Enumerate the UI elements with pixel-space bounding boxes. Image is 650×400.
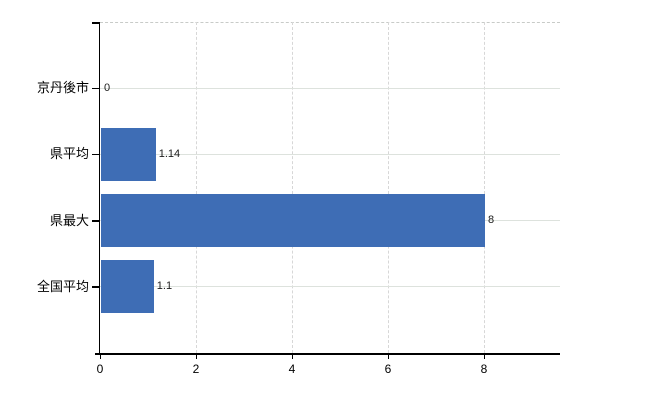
x-axis-tick [99,353,101,359]
value-label: 8 [488,214,495,227]
category-label: 県最大 [49,212,89,228]
x-axis-tick [483,353,485,359]
category-tick [92,286,99,288]
category-tick [92,87,99,90]
value-label: 1.1 [156,280,173,293]
category-label: 全国平均 [36,278,89,294]
x-axis-tick [291,353,293,359]
x-axis-line [95,353,560,355]
vertical-gridline [484,22,485,353]
y-axis-line [98,22,100,353]
x-tick-label: 0 [96,362,104,376]
vertical-gridline [196,22,197,353]
horizontal-gridline [100,87,560,89]
category-label: 県平均 [49,146,89,162]
horizontal-gridline [100,153,560,155]
vertical-gridline [388,22,389,353]
x-tick-label: 6 [384,362,392,376]
x-tick-label: 2 [192,362,200,376]
y-axis-top-tick [92,22,99,24]
value-label: 0 [104,81,111,94]
vertical-gridline [292,22,293,353]
chart-bar [101,127,156,181]
chart-bar [101,260,154,314]
plot-area [100,22,560,354]
value-label: 1.14 [158,147,181,160]
chart-bar [101,194,485,248]
category-label: 京丹後市 [36,80,89,96]
horizontal-gridline [100,286,560,288]
category-tick [92,220,99,222]
x-axis-tick [195,353,197,359]
x-tick-label: 8 [480,362,488,376]
x-tick-label: 4 [288,362,296,376]
category-tick [92,153,99,156]
x-axis-tick [387,353,389,359]
